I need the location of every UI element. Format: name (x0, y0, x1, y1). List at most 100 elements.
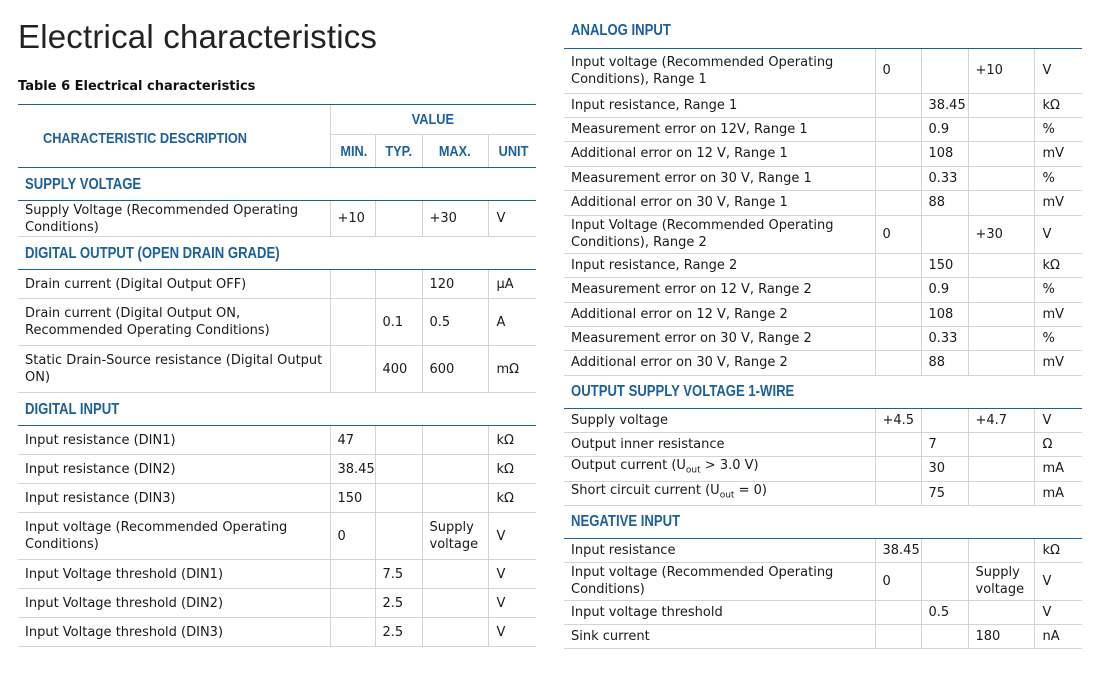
cell-desc: Input resistance, Range 2 (564, 253, 875, 278)
cell-min (874, 624, 921, 649)
cell-desc: Input voltage (Recommended Operating Con… (564, 48, 875, 94)
cell-unit: V (487, 512, 537, 560)
cell-max (967, 302, 1034, 327)
cell-typ (920, 562, 968, 601)
cell-typ: 2.5 (374, 588, 422, 618)
cell-unit: kΩ (1033, 253, 1082, 278)
cell-unit: mV (1033, 190, 1082, 216)
cell-typ: 30 (920, 456, 968, 482)
section-title: NEGATIVE INPUT (564, 505, 1082, 539)
table-row: Static Drain-Source resistance (Digital … (18, 345, 537, 393)
cell-min: 150 (329, 483, 375, 513)
left-spec-body: CHARACTERISTIC DESCRIPTION VALUE MIN. TY… (18, 104, 537, 647)
cell-typ: 0.5 (920, 600, 968, 625)
cell-typ: 88 (920, 190, 968, 216)
cell-desc: Input resistance (DIN3) (18, 483, 330, 513)
cell-unit: V (1033, 48, 1082, 94)
cell-desc: Input voltage (Recommended Operating Con… (18, 512, 330, 560)
cell-desc: Sink current (564, 624, 875, 649)
cell-desc: Output inner resistance (564, 432, 875, 457)
cell-desc: Input Voltage (Recommended Operating Con… (564, 215, 875, 254)
cell-min (874, 141, 921, 167)
table-row: Input Voltage threshold (DIN1) 7.5 V (18, 559, 537, 589)
cell-typ: 108 (920, 141, 968, 167)
cell-typ: 150 (920, 253, 968, 278)
table-row: Input resistance, Range 2 150 kΩ (564, 253, 1082, 278)
cell-desc: Input voltage threshold (564, 600, 875, 625)
table-row: Input voltage (Recommended Operating Con… (18, 512, 537, 560)
cell-min (329, 588, 375, 618)
cell-max (967, 350, 1034, 376)
table-row: Input resistance (DIN2) 38.45 kΩ (18, 454, 537, 484)
table-row: Input resistance (DIN3) 150 kΩ (18, 483, 537, 513)
cell-max: 600 (421, 345, 488, 393)
table-row: Additional error on 12 V, Range 1 108 mV (564, 141, 1082, 167)
table-row: Measurement error on 12 V, Range 2 0.9% (564, 277, 1082, 303)
cell-unit: V (1033, 600, 1082, 625)
cell-max: 180 (967, 624, 1034, 649)
cell-unit: A (487, 298, 537, 346)
cell-unit: % (1033, 277, 1082, 303)
right-spec-table: ANALOG INPUT Input voltage (Recommended O… (564, 14, 1082, 649)
cell-unit: mV (1033, 350, 1082, 376)
table-row: Drain current (Digital Output OFF) 120 μA (18, 269, 537, 299)
cell-unit: V (487, 617, 537, 647)
cell-max: 120 (421, 269, 488, 299)
cell-max (421, 588, 488, 618)
cell-max (967, 326, 1034, 351)
cell-unit: kΩ (1033, 93, 1082, 118)
cell-min (874, 117, 921, 142)
cell-min: 38.45 (874, 538, 921, 563)
cell-desc: Input voltage (Recommended Operating Con… (564, 562, 875, 601)
cell-typ: 0.1 (374, 298, 422, 346)
cell-desc: Input resistance (564, 538, 875, 563)
cell-max (967, 277, 1034, 303)
cell-unit: mA (1033, 456, 1082, 482)
cell-desc: Input resistance, Range 1 (564, 93, 875, 118)
section-title: DIGITAL INPUT (18, 392, 537, 426)
cell-typ: 108 (920, 302, 968, 327)
table-row: Additional error on 12 V, Range 2 108 mV (564, 302, 1082, 327)
cell-desc: Measurement error on 30 V, Range 1 (564, 166, 875, 191)
cell-unit: V (1033, 408, 1082, 433)
cell-desc: Short circuit current (Uout = 0) (564, 481, 875, 506)
table-caption: Table 6 Electrical characteristics (18, 79, 256, 94)
cell-min (874, 456, 921, 482)
cell-typ: 400 (374, 345, 422, 393)
header-unit: UNIT (487, 134, 537, 168)
cell-min: 0 (874, 215, 921, 254)
table-row: Supply voltage +4.5 +4.7 V (564, 408, 1082, 433)
cell-min (329, 559, 375, 589)
table-row: Input resistance, Range 1 38.45 kΩ (564, 93, 1082, 118)
cell-min (329, 345, 375, 393)
page-title: Electrical characteristics (18, 18, 378, 55)
cell-max (967, 190, 1034, 216)
cell-min (874, 166, 921, 191)
cell-max (967, 253, 1034, 278)
cell-typ: 88 (920, 350, 968, 376)
cell-max: Supply voltage (421, 512, 488, 560)
table-row: Input resistance 38.45 kΩ (564, 538, 1082, 563)
cell-min: 38.45 (329, 454, 375, 484)
cell-typ: 0.9 (920, 117, 968, 142)
cell-unit: mΩ (487, 345, 537, 393)
cell-typ: 0.33 (920, 166, 968, 191)
cell-desc: Additional error on 12 V, Range 2 (564, 302, 875, 327)
cell-min (329, 298, 375, 346)
table-row: Measurement error on 30 V, Range 1 0.33% (564, 166, 1082, 191)
cell-unit: kΩ (487, 454, 537, 484)
cell-typ (374, 200, 422, 237)
cell-unit: Ω (1033, 432, 1082, 457)
cell-unit: mA (1033, 481, 1082, 506)
cell-min (874, 190, 921, 216)
section-title: SUPPLY VOLTAGE (18, 167, 537, 201)
cell-max (421, 483, 488, 513)
table-row: Input voltage threshold 0.5 V (564, 600, 1082, 625)
cell-min: +4.5 (874, 408, 921, 433)
table-row: Input Voltage threshold (DIN3) 2.5 V (18, 617, 537, 647)
cell-unit: V (487, 588, 537, 618)
table-row: Additional error on 30 V, Range 1 88 mV (564, 190, 1082, 216)
cell-min: 0 (874, 562, 921, 601)
table-row: Supply Voltage (Recommended Operating Co… (18, 200, 537, 237)
cell-min: 47 (329, 425, 375, 455)
